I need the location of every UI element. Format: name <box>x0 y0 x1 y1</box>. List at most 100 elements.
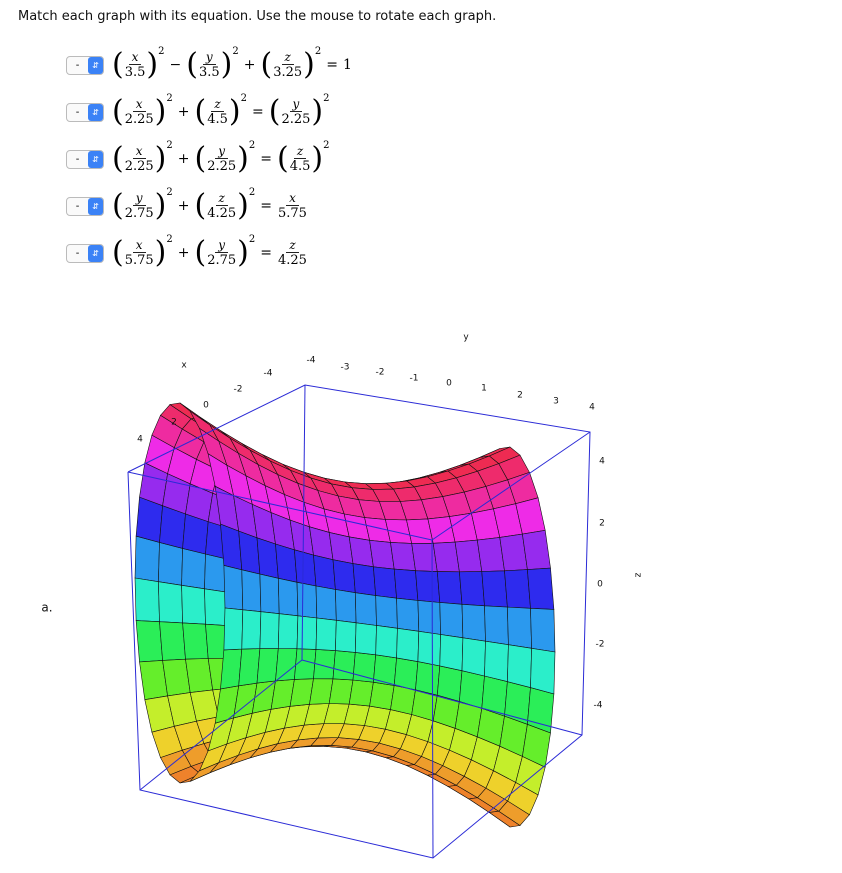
surface-patch <box>159 621 186 661</box>
operator: = <box>326 57 338 73</box>
numerator: z <box>286 238 299 253</box>
surface-patch <box>181 548 206 590</box>
paren: ( <box>112 94 124 129</box>
fraction: y 2.25 <box>207 144 236 174</box>
surface-patch <box>530 647 556 695</box>
surface-patch <box>259 611 280 649</box>
equation-row: - ⇵(x 5.75) 2 +(y 2.75) 2 = z 4.25 <box>66 233 308 273</box>
surface-patch <box>439 602 464 639</box>
fraction: z 4.25 <box>278 238 307 268</box>
equation: (y 2.75) 2 +(z 4.25) 2 = x 5.75 <box>112 187 308 221</box>
answer-select[interactable]: - ⇵ <box>66 55 104 75</box>
paren: ( <box>186 47 198 82</box>
exponent: 2 <box>166 234 173 245</box>
equation-row: - ⇵(x 2.25) 2 +(y 2.25) 2 =(z 4.5) 2 <box>66 139 330 179</box>
numerator: z <box>211 97 224 112</box>
denominator: 2.25 <box>207 159 237 174</box>
answer-select[interactable]: - ⇵ <box>66 243 104 263</box>
surface-patch <box>481 570 508 608</box>
tick-label: 2 <box>517 391 523 401</box>
fraction: y 3.5 <box>199 50 220 80</box>
surface-patch <box>181 584 206 625</box>
tick-label: 2 <box>171 418 177 428</box>
paren: ) <box>154 94 167 129</box>
denominator: 5.75 <box>278 206 307 221</box>
tick-label: 2 <box>599 519 605 529</box>
numerator: x <box>128 50 142 65</box>
answer-select[interactable]: - ⇵ <box>66 102 104 122</box>
axis-label: x <box>181 361 187 371</box>
fraction: x 5.75 <box>278 191 307 221</box>
surface-patch <box>294 549 317 587</box>
operator: + <box>177 104 190 120</box>
surface-patch <box>223 607 244 651</box>
graph-label: a. <box>41 601 52 615</box>
surface-patch <box>393 568 419 601</box>
surface-patch <box>352 652 377 683</box>
denominator: 2.25 <box>281 112 311 127</box>
surface-patch <box>373 654 397 686</box>
paren: ) <box>146 47 159 82</box>
select-arrow: ⇵ <box>88 56 103 74</box>
numerator: z <box>281 50 294 65</box>
select-value: - <box>75 247 80 259</box>
numerator: y <box>215 238 229 253</box>
numerator: x <box>286 191 299 206</box>
tick-label: 0 <box>597 580 603 590</box>
denominator: 4.25 <box>278 253 307 268</box>
bounding-box <box>127 384 591 859</box>
paren: ) <box>228 94 241 129</box>
surface-patch <box>393 657 419 691</box>
fraction: z 4.5 <box>207 97 228 127</box>
denominator: 4.5 <box>207 112 228 127</box>
tick-label: 4 <box>589 403 595 413</box>
axis-label: y <box>463 333 469 343</box>
surface-patch <box>135 620 163 663</box>
select-arrow: ⇵ <box>88 103 103 121</box>
numerator: x <box>132 97 146 112</box>
surface-patch <box>504 569 531 609</box>
equation-row: - ⇵ (y 2.75) 2 +(z 4.25) 2 = x 5.75 <box>66 186 308 226</box>
tick-label: -4 <box>264 369 273 379</box>
surface-patch <box>522 529 551 570</box>
answer-select[interactable]: - ⇵ <box>66 149 104 169</box>
surface-patch <box>328 678 354 705</box>
operator: = <box>260 151 272 167</box>
surface-patch <box>256 537 279 579</box>
surface <box>134 402 556 828</box>
surface-patch <box>256 648 279 684</box>
surface-patch <box>335 619 357 653</box>
tick-label: 4 <box>599 457 605 467</box>
surface-patch <box>459 571 485 607</box>
fraction: x 3.5 <box>125 50 146 80</box>
fraction: y 2.75 <box>125 191 154 221</box>
fraction: z 4.5 <box>290 144 311 174</box>
numerator: z <box>293 144 307 159</box>
select-arrow: ⇵ <box>88 197 103 215</box>
surface-patch <box>315 617 337 651</box>
equation-row: - ⇵(x 3.5) 2−(y 3.5) 2 +(z 3.25) 2 = 1 <box>66 45 352 85</box>
numerator: z <box>215 191 228 206</box>
paren: ( <box>194 141 207 176</box>
exponent: 2 <box>248 234 256 245</box>
surface-patch <box>484 605 509 646</box>
numerator: y <box>132 191 146 206</box>
fraction: x 2.25 <box>125 144 154 174</box>
equation-row: - ⇵(x 2.25) 2 +(z 4.5) 2 =(y 2.25) 2 <box>66 92 330 132</box>
surface-patch <box>275 648 298 682</box>
tick-label: -4 <box>307 356 316 366</box>
tick-label: -4 <box>594 701 603 711</box>
answer-select[interactable]: - ⇵ <box>66 196 104 216</box>
surface-patch <box>182 622 209 660</box>
surface-patch <box>223 565 244 611</box>
tick-label: -2 <box>376 368 385 378</box>
select-value: - <box>75 106 80 118</box>
surface-patch <box>348 679 374 707</box>
surface-patch <box>417 600 441 635</box>
surface-patch <box>417 630 441 667</box>
paren: ) <box>303 47 315 82</box>
paren: ( <box>260 47 273 82</box>
operator: + <box>177 245 190 261</box>
